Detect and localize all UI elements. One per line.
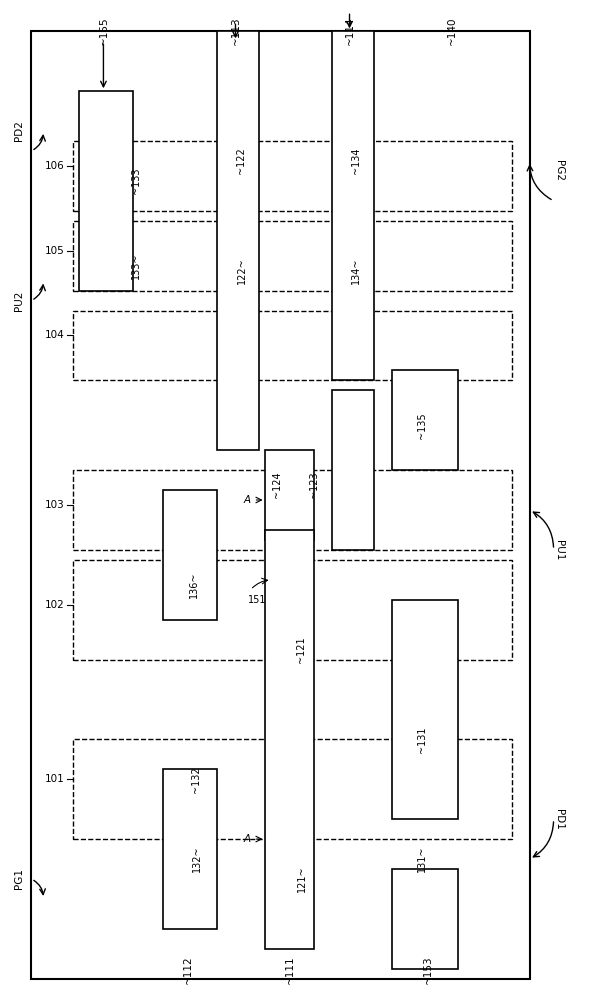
- Bar: [218, 31, 259, 450]
- Bar: [74, 560, 511, 660]
- Text: 102: 102: [45, 600, 65, 610]
- Bar: [391, 600, 458, 819]
- Bar: [74, 739, 511, 839]
- Text: ~124: ~124: [273, 472, 282, 498]
- Text: 105: 105: [45, 246, 65, 256]
- Text: PG1: PG1: [14, 868, 24, 889]
- Text: ~112: ~112: [183, 955, 192, 984]
- Text: ~153: ~153: [423, 955, 432, 984]
- Text: 103: 103: [45, 500, 65, 510]
- Text: ~132: ~132: [192, 766, 201, 793]
- Text: ~155: ~155: [98, 16, 109, 45]
- Text: PG2: PG2: [554, 160, 564, 181]
- Text: 104: 104: [45, 330, 65, 340]
- Text: 121~: 121~: [297, 866, 306, 892]
- Text: 136~: 136~: [189, 572, 198, 598]
- Text: ~135: ~135: [417, 412, 426, 439]
- Text: 132~: 132~: [192, 846, 201, 872]
- Text: A: A: [244, 495, 251, 505]
- Bar: [80, 91, 133, 291]
- Text: ~133: ~133: [131, 168, 142, 194]
- Text: ~140: ~140: [447, 16, 456, 45]
- Text: ~113: ~113: [230, 16, 241, 45]
- Text: ~131: ~131: [417, 726, 426, 753]
- Bar: [265, 450, 314, 540]
- Text: ~134: ~134: [350, 148, 361, 174]
- Bar: [332, 31, 373, 380]
- Text: 133~: 133~: [131, 252, 142, 279]
- Text: A: A: [244, 834, 251, 844]
- Bar: [332, 390, 373, 550]
- Text: ~111: ~111: [285, 955, 294, 984]
- Bar: [74, 311, 511, 380]
- Bar: [74, 141, 511, 211]
- Text: PU2: PU2: [14, 290, 24, 311]
- Text: 131~: 131~: [417, 846, 426, 872]
- Text: 151: 151: [247, 595, 266, 605]
- Text: 106: 106: [45, 161, 65, 171]
- Bar: [163, 490, 218, 620]
- Text: ~123: ~123: [309, 472, 318, 498]
- Text: PU1: PU1: [554, 540, 564, 560]
- Text: PD1: PD1: [554, 809, 564, 830]
- Bar: [163, 769, 218, 929]
- Bar: [74, 470, 511, 550]
- Bar: [265, 530, 314, 949]
- Text: 134~: 134~: [350, 257, 361, 284]
- Text: ~121: ~121: [297, 636, 306, 663]
- Bar: [74, 221, 511, 291]
- Text: ~122: ~122: [236, 148, 247, 174]
- Text: PD2: PD2: [14, 121, 24, 141]
- Bar: [391, 370, 458, 470]
- Text: ~114: ~114: [344, 16, 355, 45]
- Bar: [391, 869, 458, 969]
- Text: 101: 101: [45, 774, 65, 784]
- Text: 122~: 122~: [236, 257, 247, 284]
